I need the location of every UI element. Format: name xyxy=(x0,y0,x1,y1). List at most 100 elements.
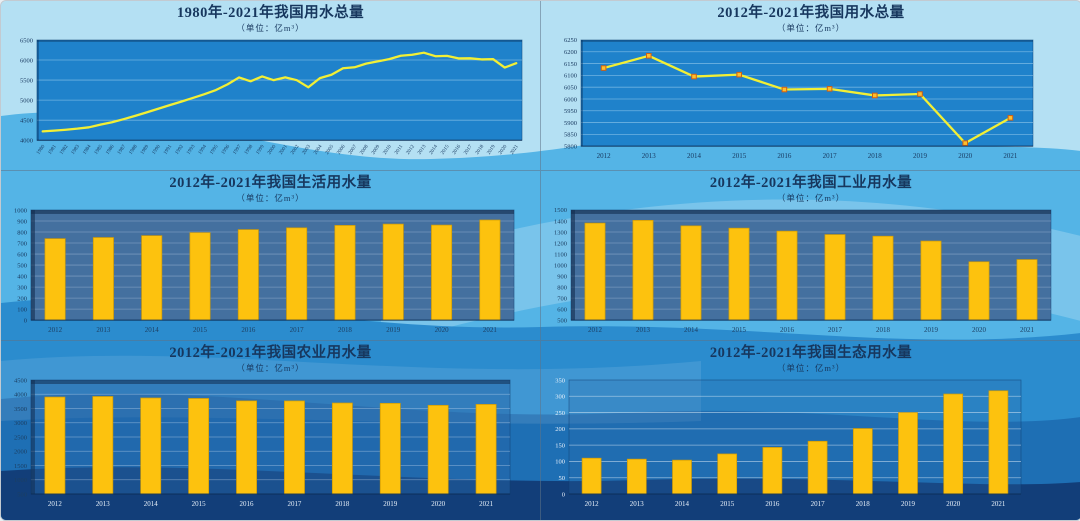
svg-text:300: 300 xyxy=(555,394,565,401)
svg-text:2013: 2013 xyxy=(630,500,645,508)
svg-text:2017: 2017 xyxy=(823,152,838,160)
svg-text:2012: 2012 xyxy=(585,500,600,508)
svg-text:2017: 2017 xyxy=(290,326,304,334)
svg-text:2015: 2015 xyxy=(720,500,735,508)
svg-text:500: 500 xyxy=(17,262,27,269)
svg-text:6200: 6200 xyxy=(564,49,577,56)
svg-text:600: 600 xyxy=(557,306,567,313)
chart-unit-label: （单位：亿m³） xyxy=(776,363,846,373)
chart-unit-label: （单位：亿m³） xyxy=(236,23,305,33)
svg-text:2018: 2018 xyxy=(856,500,871,508)
svg-text:6250: 6250 xyxy=(564,37,577,44)
chart-title: 2012年-2021年我国农业用水量 xyxy=(169,345,372,361)
svg-text:1000: 1000 xyxy=(14,207,27,214)
svg-text:2018: 2018 xyxy=(338,326,352,334)
chart-header: 2012年-2021年我国生态用水量 （单位：亿m³） xyxy=(541,341,1080,377)
svg-text:1400: 1400 xyxy=(554,218,567,225)
chart-unit-label: （单位：亿m³） xyxy=(776,23,846,33)
svg-text:0: 0 xyxy=(24,317,27,324)
svg-text:6100: 6100 xyxy=(564,73,577,80)
svg-text:200: 200 xyxy=(555,426,565,433)
svg-text:6500: 6500 xyxy=(20,37,33,44)
svg-text:3000: 3000 xyxy=(14,420,27,427)
svg-text:800: 800 xyxy=(557,284,567,291)
svg-text:2010: 2010 xyxy=(382,144,393,156)
chart-header: 2012年-2021年我国工业用水量 （单位：亿m³） xyxy=(541,171,1080,207)
svg-text:1000: 1000 xyxy=(14,477,27,484)
svg-text:350: 350 xyxy=(555,377,565,384)
svg-text:2015: 2015 xyxy=(192,500,206,508)
svg-text:2018: 2018 xyxy=(868,152,883,160)
svg-text:6150: 6150 xyxy=(564,61,577,68)
svg-text:2021: 2021 xyxy=(479,500,493,508)
svg-text:1986: 1986 xyxy=(105,144,116,156)
svg-text:2012: 2012 xyxy=(48,326,62,334)
svg-text:2017: 2017 xyxy=(463,144,474,156)
svg-text:2004: 2004 xyxy=(313,144,324,156)
svg-text:800: 800 xyxy=(17,229,27,236)
chart-unit-label: （单位：亿m³） xyxy=(236,193,305,203)
svg-text:1991: 1991 xyxy=(163,144,174,156)
svg-text:1000: 1000 xyxy=(554,262,567,269)
svg-text:1995: 1995 xyxy=(209,144,220,156)
svg-text:4000: 4000 xyxy=(14,392,27,399)
svg-text:4500: 4500 xyxy=(20,117,33,124)
svg-text:2021: 2021 xyxy=(991,500,1006,508)
svg-text:1300: 1300 xyxy=(554,229,567,236)
chart-title: 2012年-2021年我国用水总量 xyxy=(717,5,905,21)
svg-text:0: 0 xyxy=(562,491,565,498)
chart-title: 2012年-2021年我国生活用水量 xyxy=(169,175,372,191)
svg-text:2014: 2014 xyxy=(144,500,158,508)
chart-unit-label: （单位：亿m³） xyxy=(776,193,846,203)
chart-header: 2012年-2021年我国生活用水量 （单位：亿m³） xyxy=(1,171,540,207)
svg-text:2014: 2014 xyxy=(684,326,699,334)
svg-text:2015: 2015 xyxy=(732,152,747,160)
svg-text:1981: 1981 xyxy=(47,144,58,156)
svg-text:6050: 6050 xyxy=(564,84,577,91)
svg-text:2021: 2021 xyxy=(1020,326,1035,334)
svg-text:1982: 1982 xyxy=(59,144,70,156)
total-water-1980-2021-line-chart: 4000 4500 5000 5500 6000 6500 1980 1981 1982 1983… xyxy=(20,37,523,156)
chart-header: 1980年-2021年我国用水总量 （单位：亿m³） xyxy=(1,1,540,37)
svg-text:6000: 6000 xyxy=(20,57,33,64)
svg-text:2015: 2015 xyxy=(732,326,747,334)
svg-text:2015: 2015 xyxy=(440,144,451,156)
svg-text:2016: 2016 xyxy=(451,144,462,156)
svg-text:1985: 1985 xyxy=(93,144,104,156)
svg-text:1992: 1992 xyxy=(174,144,185,156)
svg-text:1500: 1500 xyxy=(14,463,27,470)
svg-text:200: 200 xyxy=(17,295,27,302)
svg-text:700: 700 xyxy=(17,240,27,247)
svg-text:2020: 2020 xyxy=(958,152,973,160)
svg-text:5500: 5500 xyxy=(20,77,33,84)
industrial-water-bar-chart: 500 600 700 800 900 1000 1100 1200 1300 1400 1500 2… xyxy=(554,207,1052,334)
svg-text:2019: 2019 xyxy=(486,144,497,156)
total-water-2012-2021-line-chart: 5800 5850 5900 5950 6000 6050 6100 6150 6200 6250… xyxy=(564,37,1034,160)
chart-panel-ecological-water: 2012年-2021年我国生态用水量 （单位：亿m³） 0 50 100 150 200… xyxy=(541,341,1080,520)
svg-text:50: 50 xyxy=(559,475,566,482)
svg-text:2017: 2017 xyxy=(287,500,301,508)
svg-text:700: 700 xyxy=(557,295,567,302)
ecological-water-bar-chart: 0 50 100 150 200 250 300 350 2012 2013 2014 2015 201… xyxy=(555,377,1022,508)
svg-text:2012: 2012 xyxy=(48,500,62,508)
svg-text:500: 500 xyxy=(557,317,567,324)
svg-text:2021: 2021 xyxy=(483,326,497,334)
svg-text:1998: 1998 xyxy=(243,144,254,156)
svg-text:4000: 4000 xyxy=(20,138,33,145)
chart-panel-industrial-water: 2012年-2021年我国工业用水量 （单位：亿m³） 500 600 700 800… xyxy=(541,171,1080,341)
svg-text:1100: 1100 xyxy=(554,251,567,258)
svg-text:2020: 2020 xyxy=(435,326,449,334)
svg-text:400: 400 xyxy=(17,273,27,280)
svg-text:2013: 2013 xyxy=(642,152,657,160)
chart-title: 1980年-2021年我国用水总量 xyxy=(176,5,365,21)
svg-text:1989: 1989 xyxy=(139,144,150,156)
svg-text:1997: 1997 xyxy=(232,144,243,156)
svg-text:150: 150 xyxy=(555,442,565,449)
svg-text:5850: 5850 xyxy=(564,132,577,139)
svg-text:2007: 2007 xyxy=(347,144,358,156)
chart-panel-total-water-1980-2021: 1980年-2021年我国用水总量 （单位：亿m³） 4000 4500 5000 5… xyxy=(1,1,541,171)
svg-text:2014: 2014 xyxy=(428,144,439,156)
svg-text:1980: 1980 xyxy=(35,144,46,156)
svg-text:3500: 3500 xyxy=(14,406,27,413)
